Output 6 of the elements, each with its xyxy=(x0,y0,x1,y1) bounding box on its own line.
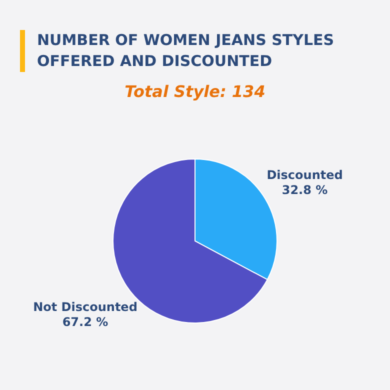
data-label: 32.8 % xyxy=(282,183,328,198)
slice-label: Not Discounted xyxy=(33,300,138,314)
chart-title: NUMBER OF WOMEN JEANS STYLES OFFERED AND DISCOUNTED xyxy=(20,30,382,72)
data-label: 67.2 % xyxy=(62,314,108,329)
chart-subtitle: Total Style: 134 xyxy=(124,82,266,101)
slice-label: Discounted xyxy=(266,168,343,182)
